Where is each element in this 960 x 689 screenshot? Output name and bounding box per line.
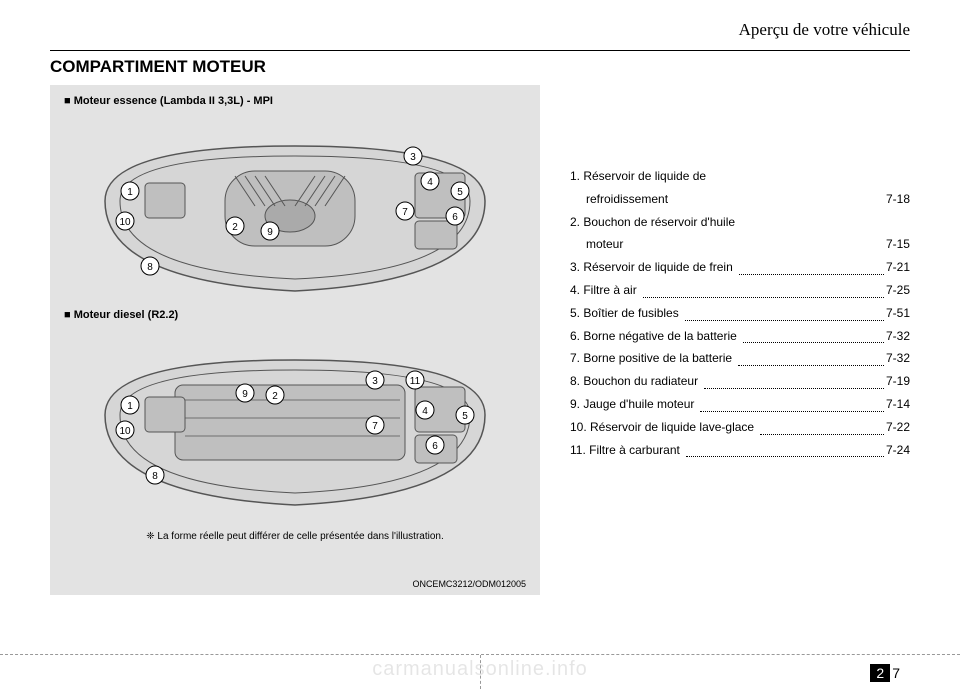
legend-item: 8. Bouchon du radiateur7-19: [570, 370, 910, 393]
svg-text:8: 8: [152, 471, 158, 482]
svg-text:8: 8: [147, 262, 153, 273]
figure-code: ONCEMC3212/ODM012005: [412, 579, 526, 589]
svg-text:2: 2: [232, 222, 238, 233]
engine1-label: ■ Moteur essence (Lambda II 3,3L) - MPI: [64, 95, 526, 107]
svg-text:9: 9: [242, 389, 248, 400]
chapter-title: Aperçu de votre véhicule: [50, 20, 910, 40]
engine2-label: ■ Moteur diesel (R2.2): [64, 309, 526, 321]
page-section: 2: [870, 664, 890, 682]
watermark: carmanualsonline.info: [372, 658, 588, 681]
engine-figure-box: ■ Moteur essence (Lambda II 3,3L) - MPI …: [50, 85, 540, 595]
section-title: COMPARTIMENT MOTEUR: [50, 57, 910, 77]
legend-item: 4. Filtre à air7-25: [570, 279, 910, 302]
svg-text:9: 9: [267, 227, 273, 238]
svg-text:10: 10: [119, 426, 131, 437]
svg-text:4: 4: [422, 406, 428, 417]
svg-text:3: 3: [372, 376, 378, 387]
legend-item: 2. Bouchon de réservoir d'huile: [570, 211, 910, 234]
page-num: 7: [892, 665, 900, 681]
legend-item: 5. Boîtier de fusibles7-51: [570, 302, 910, 325]
legend-item: 6. Borne négative de la batterie7-32: [570, 325, 910, 348]
svg-text:5: 5: [462, 411, 468, 422]
svg-text:1: 1: [127, 187, 133, 198]
parts-legend: 1. Réservoir de liquide derefroidissemen…: [570, 85, 910, 595]
legend-item: 9. Jauge d'huile moteur7-14: [570, 393, 910, 416]
figure-caption: ❈ La forme réelle peut différer de celle…: [64, 531, 526, 542]
legend-item: 11. Filtre à carburant7-24: [570, 439, 910, 462]
svg-text:6: 6: [432, 441, 438, 452]
engine2-diagram: 1 10 9 2 8 3 11 4 7 5 6: [64, 325, 526, 525]
svg-text:7: 7: [372, 421, 378, 432]
legend-item-sub: moteur7-15: [570, 233, 910, 256]
legend-item: 3. Réservoir de liquide de frein7-21: [570, 256, 910, 279]
svg-text:7: 7: [402, 207, 408, 218]
svg-text:5: 5: [457, 187, 463, 198]
svg-text:4: 4: [427, 177, 433, 188]
svg-text:11: 11: [410, 376, 421, 387]
legend-item: 7. Borne positive de la batterie7-32: [570, 347, 910, 370]
svg-text:10: 10: [119, 217, 131, 228]
svg-text:1: 1: [127, 401, 133, 412]
svg-text:3: 3: [410, 152, 416, 163]
svg-text:6: 6: [452, 212, 458, 223]
legend-item-sub: refroidissement7-18: [570, 188, 910, 211]
svg-text:2: 2: [272, 391, 278, 402]
page-number: 27: [870, 665, 900, 681]
header-rule: [50, 50, 910, 51]
engine1-diagram: 1 10 2 9 8 3 4 5 7 6: [64, 111, 526, 301]
legend-item: 1. Réservoir de liquide de: [570, 165, 910, 188]
legend-item: 10. Réservoir de liquide lave-glace7-22: [570, 416, 910, 439]
